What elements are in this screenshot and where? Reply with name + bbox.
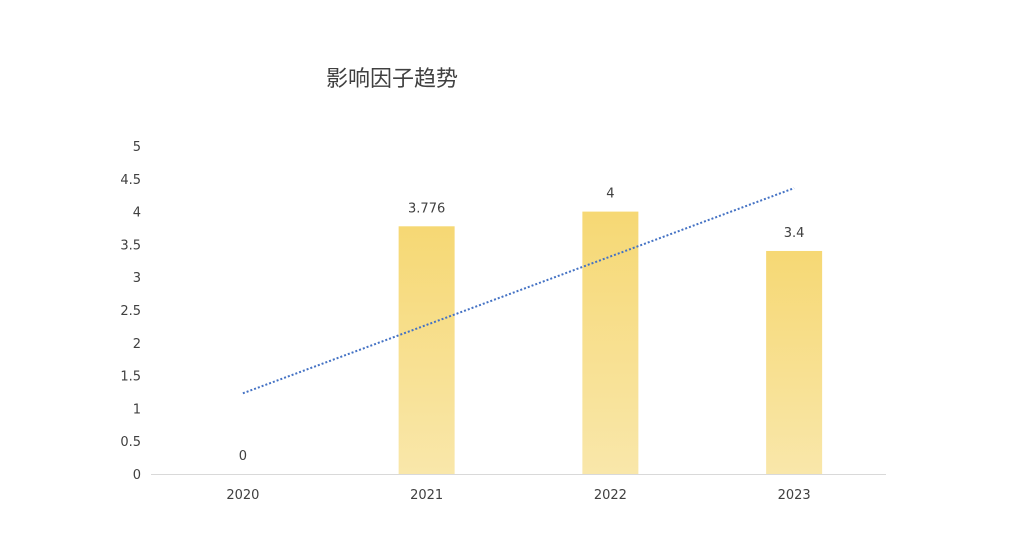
y-tick-label-9: 4.5 bbox=[120, 173, 141, 188]
bar-2023 bbox=[766, 250, 823, 474]
y-tick-label-1: 0.5 bbox=[120, 435, 141, 450]
x-tick-label-2020: 2020 bbox=[226, 488, 259, 503]
bar-2021 bbox=[398, 226, 455, 474]
data-label-2020: 0 bbox=[239, 449, 247, 464]
data-label-2022: 4 bbox=[606, 187, 614, 202]
y-tick-label-3: 1.5 bbox=[120, 370, 141, 385]
x-axis: 2020 2021 2022 2023 bbox=[151, 474, 886, 503]
bar-2022 bbox=[582, 211, 639, 474]
y-tick-label-10: 5 bbox=[133, 140, 141, 155]
x-tick-label-2022: 2022 bbox=[594, 488, 627, 503]
y-tick-label-5: 2.5 bbox=[120, 304, 141, 319]
data-label-2021: 3.776 bbox=[408, 201, 445, 216]
x-tick-label-2023: 2023 bbox=[778, 488, 811, 503]
bar-series bbox=[398, 211, 823, 474]
y-tick-label-4: 2 bbox=[133, 337, 141, 352]
y-tick-label-2: 1 bbox=[133, 402, 141, 417]
y-axis: 0 0.5 1 1.5 2 2.5 3 3.5 4 4.5 5 bbox=[120, 140, 141, 483]
y-tick-label-6: 3 bbox=[133, 271, 141, 286]
trendline bbox=[242, 187, 795, 395]
x-tick-label-2021: 2021 bbox=[410, 488, 443, 503]
y-tick-label-8: 4 bbox=[133, 206, 141, 221]
y-tick-label-0: 0 bbox=[133, 468, 141, 483]
y-tick-label-7: 3.5 bbox=[120, 238, 141, 253]
data-labels: 0 3.776 4 3.4 bbox=[239, 187, 805, 464]
data-label-2023: 3.4 bbox=[784, 226, 805, 241]
trendline-group bbox=[242, 187, 795, 395]
chart-title: 影响因子趋势 bbox=[326, 67, 458, 92]
